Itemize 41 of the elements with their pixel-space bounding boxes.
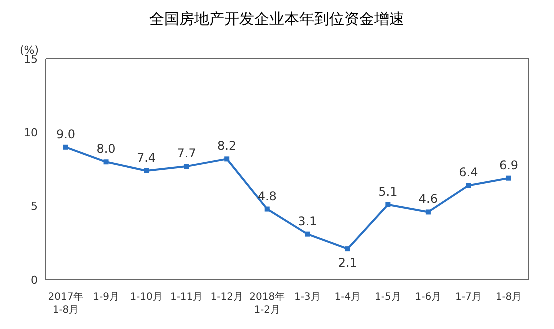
x-tick-label: 1-12月 bbox=[210, 292, 244, 303]
y-tick-label: 0 bbox=[31, 274, 38, 287]
x-tick-label: 2017年 1-8月 bbox=[48, 291, 84, 316]
data-label: 2.1 bbox=[338, 256, 358, 270]
point bbox=[345, 246, 350, 252]
y-tick-label: 10 bbox=[24, 126, 38, 140]
point bbox=[144, 168, 150, 174]
x-tick-label: 2018年 1-2月 bbox=[250, 291, 286, 316]
x-tick-label: 1-6月 bbox=[415, 292, 442, 303]
x-tick-label: 1-7月 bbox=[456, 292, 482, 303]
data-label: 6.9 bbox=[499, 158, 519, 172]
x-tick-label: 1-4月 bbox=[334, 292, 362, 303]
data-label: 8.2 bbox=[218, 139, 237, 154]
point bbox=[426, 210, 431, 215]
point bbox=[224, 156, 230, 162]
x-tick-label: 1-9月 bbox=[93, 292, 120, 303]
data-label: 4.8 bbox=[258, 189, 277, 204]
point bbox=[466, 183, 472, 188]
data-label: 6.4 bbox=[459, 166, 478, 180]
x-tick-label: 1-11月 bbox=[170, 292, 204, 303]
chart-title: 全国房地产开发企业本年到位资金增速 bbox=[148, 10, 406, 29]
x-tick-label: 1-5月 bbox=[375, 292, 402, 303]
point bbox=[64, 144, 68, 150]
point bbox=[506, 176, 512, 181]
point bbox=[104, 160, 109, 165]
x-tick-label: 1-10月 bbox=[130, 292, 163, 303]
x-tick-label: 1-3月 bbox=[294, 292, 321, 303]
point bbox=[305, 232, 310, 237]
point bbox=[386, 202, 391, 208]
y-axis-title: (%) bbox=[20, 44, 40, 57]
data-label: 7.4 bbox=[137, 150, 156, 165]
x-tick-label: 1-8月 bbox=[496, 292, 522, 303]
point bbox=[264, 206, 270, 212]
y-tick-label: 5 bbox=[31, 200, 38, 214]
data-label: 7.7 bbox=[177, 146, 196, 161]
data-label: 9.0 bbox=[56, 127, 76, 142]
data-label: 5.1 bbox=[378, 184, 398, 199]
data-label: 8.0 bbox=[96, 142, 116, 156]
point bbox=[184, 164, 190, 170]
data-label: 4.6 bbox=[418, 192, 438, 206]
data-label: 3.1 bbox=[298, 214, 318, 228]
